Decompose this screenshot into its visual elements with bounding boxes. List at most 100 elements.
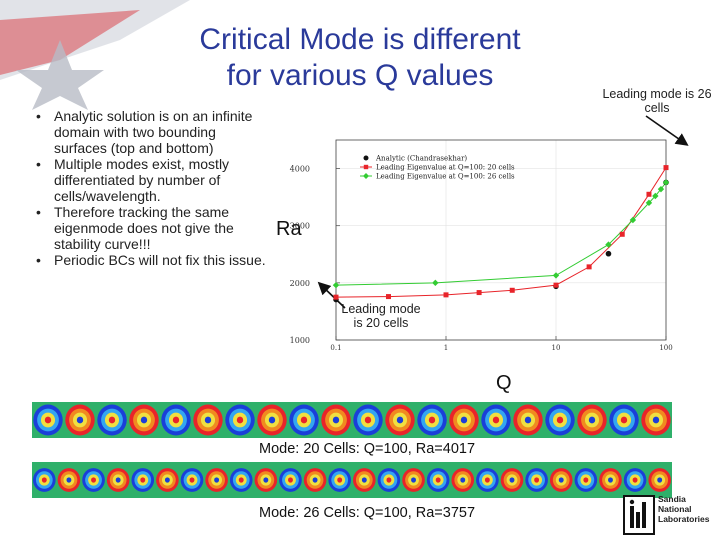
data-point-20-cells [443,292,449,298]
star-logo [0,0,190,110]
annotation-leading-20: Leading mode is 20 cells [341,302,421,330]
data-point-20-cells [619,231,625,237]
convection-cell [435,477,441,483]
x-tick-label: 0.1 [330,344,341,352]
data-point-26-cells [645,199,653,207]
data-point-26-cells [657,185,665,193]
legend-label: Leading Eigenvalue at Q=100: 26 cells [376,173,515,181]
convection-cell [608,477,613,483]
convection-cell [588,416,596,424]
data-point-20-cells [553,282,559,288]
data-point-26-cells [552,272,560,279]
y-ticks: 1000 2000 3000 4000 [290,165,340,345]
convection-cell [386,477,392,483]
convection-cell [164,477,170,483]
data-point-analytic [605,250,612,257]
data-point-20-cells [646,191,652,197]
series-line [335,182,667,286]
legend-marker [363,173,369,179]
sandia-logo [623,495,655,535]
caption-mode-26-text: Mode: 26 Cells: Q=100, Ra=3757 [258,505,476,521]
x-tick-label: 1 [444,344,448,352]
x-tick-label: 100 [659,344,672,352]
series-line [335,167,667,298]
bullet-item: Multiple modes exist, mostly differentia… [36,156,266,204]
convection-cell [189,477,195,483]
data-point-20-cells [333,294,339,300]
convection-cell [460,477,466,483]
bullet-item: Periodic BCs will not fix this issue. [36,252,266,268]
plot-frame [335,139,667,341]
bullet-item: Analytic solution is on an infinite doma… [36,108,266,156]
logo-line-3: Laboratories [658,514,710,524]
y-tick-label: 3000 [290,222,310,231]
y-axis-label: Ra [276,218,302,240]
bullet-item: Therefore tracking the same eigenmode do… [36,204,266,252]
title-line-1: Critical Mode is different [199,23,521,56]
annotation-leading-26: Leading mode is 26 cells [602,87,712,115]
data-point-20-cells [586,264,592,270]
convection-cell [236,416,244,424]
series-lines [335,167,667,298]
convection-cell [332,416,340,424]
convection-cell [238,477,244,483]
convection-cell [263,477,269,483]
convection-cell [652,416,660,424]
data-point-20-cells [385,294,391,300]
convection-cell [214,477,220,483]
convection-cell [509,477,515,483]
convection-cell [620,416,628,424]
x-tick-label: 10 [552,344,561,352]
convection-cell [288,477,293,483]
caption-mode-20: Mode: 20 Cells: Q=100, Ra=4017 [0,441,720,457]
caption-mode-20-text: Mode: 20 Cells: Q=100, Ra=4017 [258,441,476,457]
convection-cell [364,416,372,424]
convection-cell [361,477,367,483]
convection-cell [115,477,121,483]
convection-cell [204,416,212,424]
convection-cell [41,477,47,483]
convection-cell [172,416,180,424]
caption-mode-26: Mode: 26 Cells: Q=100, Ra=3757 [0,505,720,521]
chart-legend: Analytic (Chandrasekhar)Leading Eigenval… [360,155,515,181]
sandia-logo-text: Sandia National Laboratories [658,494,710,524]
convection-cell [268,416,276,424]
convection-cell [108,416,116,424]
legend-label: Analytic (Chandrasekhar) [375,155,467,163]
data-point-26-cells [662,179,670,186]
convection-cell [312,477,318,483]
y-tick-label: 2000 [290,279,310,288]
convection-cell [428,416,436,424]
convection-cell [534,477,540,483]
mode-20-cells-image [32,402,672,438]
convection-cell [396,416,404,424]
convection-cell [140,416,148,424]
convection-cell [300,416,308,424]
data-point-26-cells [432,279,439,287]
bullet-list: Analytic solution is on an infinite doma… [36,108,266,268]
convection-cell [140,477,146,483]
arrow-to-20-cells [317,281,346,309]
title-line-2: for various Q values [226,59,494,92]
logo-line-2: National [658,504,692,514]
convection-cell [484,477,490,483]
legend-label: Leading Eigenvalue at Q=100: 20 cells [376,164,515,172]
logo-line-1: Sandia [658,494,686,504]
convection-cell [492,416,500,424]
convection-cell [524,416,532,424]
convection-cell [460,416,468,424]
data-point-20-cells [663,165,669,171]
convection-cell [558,477,564,483]
legend-marker [363,164,369,170]
convection-cell [337,477,343,483]
y-tick-label: 4000 [290,165,310,174]
data-point-20-cells [476,290,482,296]
convection-cell [76,416,84,424]
stability-chart: 1000 2000 3000 4000 0.1 1 10 100 Analytic (Cha… [290,139,673,352]
convection-cell [44,416,52,424]
data-point-20-cells [509,287,515,293]
y-tick-label: 1000 [290,336,310,345]
convection-cell [657,477,663,483]
x-ticks: 0.1 1 10 100 [330,336,673,352]
